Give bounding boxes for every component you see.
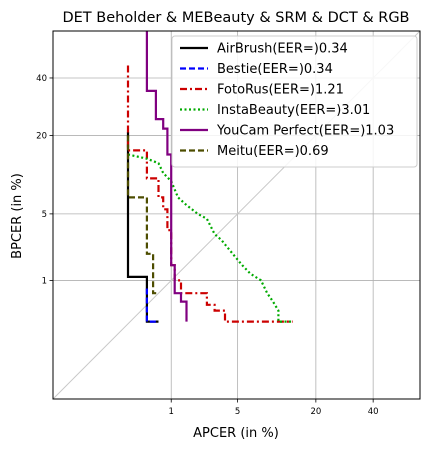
x-axis-label: APCER (in %) <box>193 426 279 441</box>
legend: AirBrush(EER=)0.34 Bestie(EER=)0.34 FotoRu… <box>171 35 418 168</box>
y-tick-label: 40 <box>36 74 47 84</box>
y-tick-label: 5 <box>42 210 47 220</box>
series-line-3 <box>127 153 293 323</box>
legend-entry: Meitu(EER=)0.69 <box>217 144 329 159</box>
x-tick-label: 20 <box>310 407 321 417</box>
x-tick-label: 40 <box>368 407 379 417</box>
legend-entry: InstaBeauty(EER=)3.01 <box>217 103 370 118</box>
y-tick-label: 1 <box>42 276 47 286</box>
series-line-5 <box>126 135 159 295</box>
legend-entry: Bestie(EER=)0.34 <box>217 62 333 77</box>
x-tick-label: 5 <box>235 407 240 417</box>
legend-entry: FotoRus(EER=)1.21 <box>217 83 344 98</box>
legend-entry: AirBrush(EER=)0.34 <box>217 42 348 57</box>
legend-box <box>171 35 418 168</box>
series-layer <box>126 31 293 323</box>
plot-area: 1 5 20 40 1 5 20 40 <box>36 30 421 417</box>
y-tick-label: 20 <box>36 131 47 141</box>
y-axis-label: BPCER (in %) <box>10 173 25 259</box>
x-tick-label: 1 <box>169 407 174 417</box>
chart-title: DET Beholder & MEBeauty & SRM & DCT & RG… <box>62 10 409 26</box>
series-line-4 <box>145 31 188 322</box>
plot-frame <box>52 30 421 400</box>
series-line-1 <box>145 288 159 323</box>
ticks: 1 5 20 40 1 5 20 40 <box>36 74 378 417</box>
legend-entry: YouCam Perfect(EER=)1.03 <box>216 124 394 139</box>
